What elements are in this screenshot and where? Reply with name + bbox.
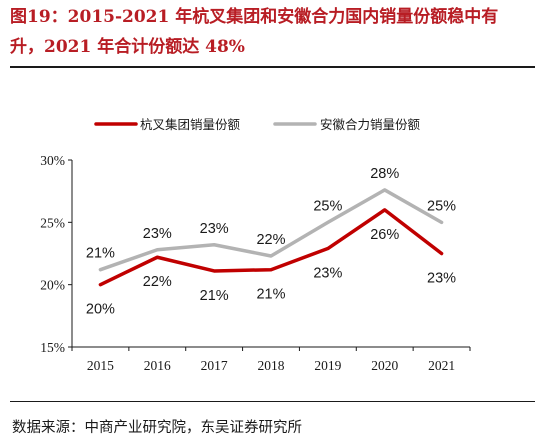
chart-axes: 15% 20% 25% 30% 2015 2016 2017 2018 2019 2020 2021 bbox=[40, 153, 471, 373]
data-label: 23% bbox=[427, 271, 456, 287]
x-tick-label: 2016 bbox=[144, 358, 171, 373]
data-label: 25% bbox=[313, 198, 342, 214]
data-label: 22% bbox=[256, 232, 285, 248]
x-tick-label: 2020 bbox=[371, 358, 398, 373]
data-label: 23% bbox=[200, 221, 229, 237]
x-tick-label: 2018 bbox=[258, 358, 285, 373]
y-tick-label: 20% bbox=[40, 278, 65, 293]
data-label: 23% bbox=[143, 226, 172, 242]
figure-title: 图19：2015-2021 年杭叉集团和安徽合力国内销量份额稳中有升，2021 … bbox=[10, 7, 499, 57]
data-label: 26% bbox=[370, 227, 399, 243]
x-tick-label: 2021 bbox=[428, 358, 455, 373]
series-line-hangcha bbox=[98, 208, 444, 287]
data-label: 23% bbox=[313, 266, 342, 282]
series-line-heli bbox=[98, 188, 444, 272]
source-note: 数据来源：中商产业研究院，东吴证券研究所 bbox=[12, 420, 302, 436]
series-lines bbox=[98, 188, 444, 287]
x-tick-label: 2019 bbox=[314, 358, 341, 373]
y-tick-label: 30% bbox=[40, 153, 65, 168]
title-divider bbox=[10, 66, 535, 68]
data-label: 22% bbox=[143, 274, 172, 290]
data-label: 21% bbox=[256, 287, 285, 303]
data-label: 21% bbox=[86, 246, 115, 262]
y-tick-label: 15% bbox=[40, 340, 65, 355]
data-label: 20% bbox=[86, 302, 115, 318]
legend-label: 安徽合力销量份额 bbox=[320, 117, 421, 132]
x-tick-label: 2017 bbox=[201, 358, 228, 373]
data-label: 21% bbox=[200, 288, 229, 304]
y-tick-label: 25% bbox=[40, 215, 65, 230]
x-tick-label: 2015 bbox=[87, 358, 114, 373]
data-labels: 20% 22% 21% 21% 23% 26% 23% 21% 23% 23% 22% 25% 28% 2… bbox=[86, 166, 456, 318]
chart-legend: 杭叉集团销量份额 安徽合力销量份额 bbox=[94, 117, 421, 132]
data-label: 28% bbox=[370, 166, 399, 182]
data-label: 25% bbox=[427, 198, 456, 214]
footer-divider bbox=[10, 401, 535, 402]
legend-label: 杭叉集团销量份额 bbox=[140, 117, 241, 132]
